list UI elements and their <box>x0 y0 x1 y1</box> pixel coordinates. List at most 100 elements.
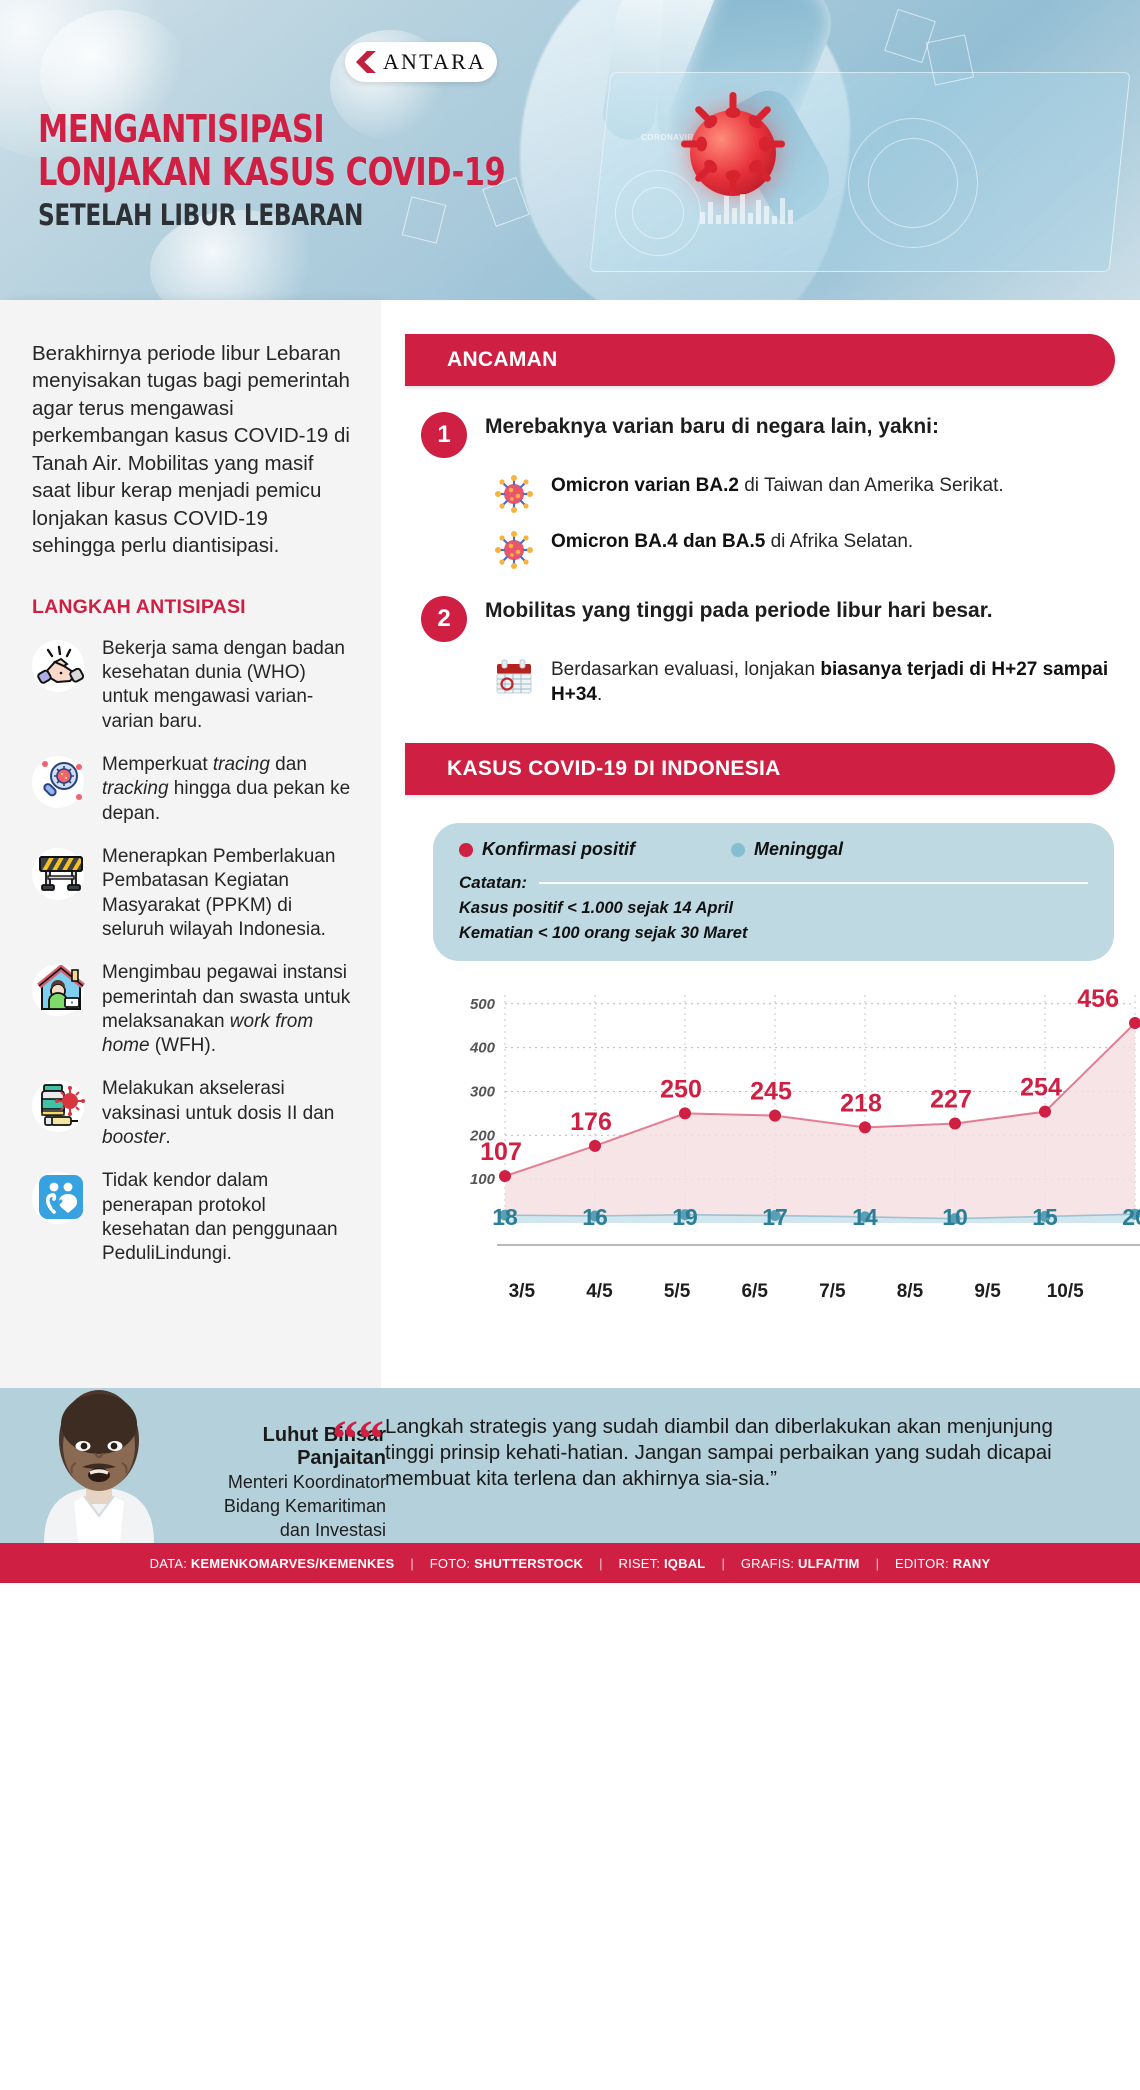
chart-note-line-1: Kasus positif < 1.000 sejak 14 April <box>459 899 734 918</box>
footer-divider: | <box>875 1555 879 1571</box>
list-item-label: Mengimbau pegawai instansi pemerintah da… <box>102 962 351 1057</box>
virus-illustration <box>681 92 785 196</box>
variant-item-ba4-ba5: Omicron BA.4 dan BA.5 di Afrika Selatan. <box>493 530 1110 570</box>
chart-data-point <box>949 1213 961 1225</box>
section-band-kasus-label: KASUS COVID-19 DI INDONESIA <box>447 757 781 781</box>
hud-bar-graph <box>700 190 793 224</box>
footer-credit-item: RISET: IQBAL <box>618 1555 706 1571</box>
chart-data-point <box>949 1117 961 1130</box>
footer-divider: | <box>410 1555 414 1571</box>
list-item-label: Tidak kendor dalam penerapan protokol ke… <box>102 1170 338 1265</box>
chart-value-label: 250 <box>660 1076 702 1104</box>
legend-dot-icon <box>731 842 746 857</box>
chart-value-label: 176 <box>570 1108 612 1136</box>
chart-value-label: 15 <box>1032 1204 1058 1230</box>
quote-attribution: Luhut Binsar Panjaitan Menteri Koordinat… <box>190 1424 386 1542</box>
list-item: Mengimbau pegawai instansi pemerintah da… <box>0 951 381 1067</box>
antara-logo: ANTARA <box>345 42 497 82</box>
list-item-label: Menerapkan Pemberlakuan Pembatasan Kegia… <box>102 845 336 940</box>
molecule-diagram <box>925 34 975 86</box>
footer-credit-item: GRAFIS: ULFA/TIM <box>740 1555 860 1571</box>
evaluation-pre: Berdasarkan evaluasi, lonjakan <box>551 659 821 680</box>
header-banner: CORONAVIRUSCOVID-19 ANTARA MENGANTISIPAS… <box>0 0 1140 300</box>
chart-data-point <box>1039 1211 1051 1223</box>
chart-data-point <box>769 1210 781 1222</box>
quote-section: Luhut Binsar Panjaitan Menteri Koordinat… <box>0 1388 1140 1543</box>
chart-y-tick-label: 500 <box>470 996 496 1013</box>
chart-y-tick-label: 300 <box>470 1084 496 1101</box>
chart-x-tick-label: 4/5 <box>586 1281 613 1303</box>
variant-label: Omicron varian BA.2 di Taiwan dan Amerik… <box>551 474 1004 499</box>
variant-rest: di Afrika Selatan. <box>765 531 914 552</box>
quote-text: Langkah strategis yang sudah diambil dan… <box>385 1415 1053 1490</box>
chart-data-point <box>589 1210 601 1222</box>
chart-line-meninggal <box>504 1213 1136 1220</box>
chart-container: 100 200 300 400 500 107 176 250 245 218 227 254 456 1… <box>421 977 1140 1303</box>
chart-value-label: 20 <box>1122 1204 1140 1230</box>
line-chart-plot: 100 200 300 400 500 107 176 250 245 218 227 254 456 1… <box>443 977 1140 1277</box>
hud-covid-label: CORONAVIRUS <box>641 133 706 142</box>
list-item: Menerapkan Pemberlakuan Pembatasan Kegia… <box>0 835 381 951</box>
chart-y-tick-label: 400 <box>469 1040 496 1057</box>
variant-item-ba2: Omicron varian BA.2 di Taiwan dan Amerik… <box>493 474 1110 514</box>
left-column: Berakhirnya periode libur Lebaran menyis… <box>0 300 395 1388</box>
chart-note-header: Catatan: <box>459 873 1088 893</box>
chart-value-label: 18 <box>492 1204 518 1230</box>
variant-name: Omicron varian BA.2 <box>551 475 739 496</box>
quote-mark-icon: ““ <box>332 1411 384 1468</box>
chart-value-label: 456 <box>1077 985 1119 1013</box>
chart-data-point <box>859 1211 871 1223</box>
list-item-label: Memperkuat tracing dan tracking hingga d… <box>102 754 351 824</box>
quote-role-line-3: dan Investasi <box>279 1519 386 1540</box>
threat-number-badge: 2 <box>421 596 467 642</box>
chart-svg: 100 200 300 400 500 107 176 250 245 218 227 254 456 1… <box>469 985 1140 1247</box>
legend-item-meninggal: Meninggal <box>731 839 843 860</box>
chart-value-label: 16 <box>582 1204 608 1230</box>
handshake-icon <box>30 636 92 694</box>
antara-logo-text: ANTARA <box>382 49 487 74</box>
chart-value-label: 245 <box>750 1078 792 1106</box>
chart-data-point <box>499 1209 511 1221</box>
list-item-label: Melakukan akselerasi vaksinasi untuk dos… <box>102 1078 335 1149</box>
chart-note-line-2: Kematian < 100 orang sejak 30 Maret <box>459 924 748 943</box>
chart-x-tick-label: 5/5 <box>663 1281 691 1303</box>
footer-credit-item: EDITOR: RANY <box>894 1555 991 1571</box>
title-line-1: MENGANTISIPASI <box>38 107 325 151</box>
chart-value-label: 10 <box>942 1204 968 1230</box>
list-item-label: Bekerja sama dengan badan kesehatan duni… <box>102 637 345 732</box>
chart-x-tick-label: 7/5 <box>819 1281 846 1303</box>
list-item: Memperkuat tracing dan tracking hingga d… <box>0 743 381 835</box>
hud-ring <box>868 138 958 228</box>
footer-credit-item: FOTO: SHUTTERSTOCK <box>429 1555 584 1571</box>
magnifier-virus-icon <box>30 752 92 810</box>
chart-value-label: 17 <box>762 1204 788 1230</box>
chart-y-tick-label: 200 <box>469 1128 496 1145</box>
variant-label: Omicron BA.4 dan BA.5 di Afrika Selatan. <box>551 530 913 555</box>
chart-area-konfirmasi <box>505 1023 1135 1224</box>
chart-line-konfirmasi <box>504 1022 1136 1178</box>
chart-data-point <box>769 1109 781 1122</box>
evaluation-note: Berdasarkan evaluasi, lonjakan biasanya … <box>493 658 1110 707</box>
threat-item-2: 2 Mobilitas yang tinggi pada periode lib… <box>421 596 1110 642</box>
work-from-home-icon <box>30 960 92 1018</box>
chart-x-axis-labels: 3/5 4/5 5/5 6/5 7/5 8/5 9/5 10/5 <box>421 1281 1112 1303</box>
antisipasi-step-list: Bekerja sama dengan badan kesehatan duni… <box>0 627 381 1276</box>
section-title-langkah-antisipasi: LANGKAH ANTISIPASI <box>32 595 246 618</box>
quote-person-name: Luhut Binsar Panjaitan <box>262 1424 386 1469</box>
evaluation-rest: . <box>596 683 603 705</box>
hud-ring <box>632 187 684 239</box>
chart-data-point <box>1129 1017 1140 1030</box>
vaccine-vial-icon <box>30 1076 92 1134</box>
chart-y-tick-label: 100 <box>470 1172 496 1189</box>
legend-label: Meninggal <box>754 839 844 860</box>
variant-name: Omicron BA.4 dan BA.5 <box>551 531 766 552</box>
chart-x-tick-label: 9/5 <box>974 1281 1001 1303</box>
chart-data-point <box>589 1140 601 1153</box>
roadblock-icon <box>30 844 92 902</box>
threat-list: 1 Merebaknya varian baru di negara lain,… <box>381 412 1140 707</box>
chart-area-meninggal <box>505 1214 1135 1224</box>
legend-label: Konfirmasi positif <box>482 839 636 860</box>
title-line-3: SETELAH LIBUR LEBARAN <box>38 198 364 233</box>
list-item: Melakukan akselerasi vaksinasi untuk dos… <box>0 1067 381 1159</box>
list-item: Bekerja sama dengan badan kesehatan duni… <box>0 627 381 743</box>
